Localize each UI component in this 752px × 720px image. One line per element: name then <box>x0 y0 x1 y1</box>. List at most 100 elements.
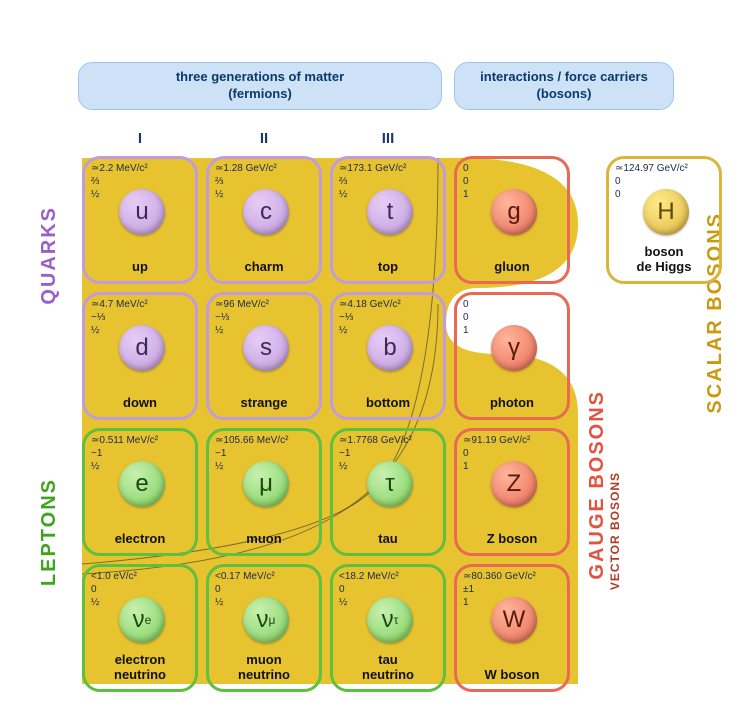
particle-name: Z boson <box>457 532 567 547</box>
header-fermions: three generations of matter (fermions) <box>78 62 442 110</box>
particle-mass: ≃1.28 GeV/c² <box>215 163 313 174</box>
particle-charge: ⅔ <box>339 176 437 187</box>
particle-charge: ⅔ <box>91 176 189 187</box>
particle-symbol: u <box>119 189 165 235</box>
particle-symbol: γ <box>491 325 537 371</box>
header-bosons-l2: (bosons) <box>537 86 592 101</box>
particle-vmu: <0.17 MeV/c²0½νμmuonneutrino <box>206 564 322 692</box>
particle-symbol: H <box>643 189 689 235</box>
particle-charge: 0 <box>215 584 313 595</box>
particle-mass: ≃96 MeV/c² <box>215 299 313 310</box>
particle-row: ≃2.2 MeV/c²⅔½uup≃1.28 GeV/c²⅔½ccharm≃173… <box>78 152 726 288</box>
particle-Z: ≃91.19 GeV/c²01ZZ boson <box>454 428 570 556</box>
particle-name: photon <box>457 396 567 411</box>
particle-name: bosonde Higgs <box>609 245 719 275</box>
particle-symbol: c <box>243 189 289 235</box>
particle-charge: −⅓ <box>91 312 189 323</box>
particle-name: tauneutrino <box>333 653 443 683</box>
particle-name: muonneutrino <box>209 653 319 683</box>
label-quarks: QUARKS <box>38 206 61 305</box>
particle-symbol: t <box>367 189 413 235</box>
particle-s: ≃96 MeV/c²−⅓½sstrange <box>206 292 322 420</box>
particle-row: <1.0 eV/c²0½νeelectronneutrino<0.17 MeV/… <box>78 560 726 696</box>
particle-mass: 0 <box>463 299 561 310</box>
gen-1: I <box>78 130 202 147</box>
particle-charge: ⅔ <box>215 176 313 187</box>
header-bosons-l1: interactions / force carriers <box>480 69 648 84</box>
particle-mass: ≃0.511 MeV/c² <box>91 435 189 446</box>
header-fermions-l1: three generations of matter <box>176 69 344 84</box>
header-row: three generations of matter (fermions) i… <box>78 62 674 110</box>
particle-charge: 0 <box>615 176 713 187</box>
generation-row: I II III <box>78 130 450 147</box>
particle-name: electronneutrino <box>85 653 195 683</box>
particle-symbol: g <box>491 189 537 235</box>
gen-3: III <box>326 130 450 147</box>
particle-symbol: d <box>119 325 165 371</box>
particle-name: muon <box>209 532 319 547</box>
particle-charge: −1 <box>91 448 189 459</box>
particle-W: ≃80.360 GeV/c²±11WW boson <box>454 564 570 692</box>
particle-symbol: μ <box>243 461 289 507</box>
gen-2: II <box>202 130 326 147</box>
particle-mass: <1.0 eV/c² <box>91 571 189 582</box>
particle-symbol: s <box>243 325 289 371</box>
particle-b: ≃4.18 GeV/c²−⅓½bbottom <box>330 292 446 420</box>
particle-row: ≃0.511 MeV/c²−1½eelectron≃105.66 MeV/c²−… <box>78 424 726 560</box>
particle-name: gluon <box>457 260 567 275</box>
particle-g: 001ggluon <box>454 156 570 284</box>
particle-mass: <18.2 MeV/c² <box>339 571 437 582</box>
particle-grid: ≃2.2 MeV/c²⅔½uup≃1.28 GeV/c²⅔½ccharm≃173… <box>78 152 726 696</box>
particle-tau: ≃1.7768 GeV/c²−1½τtau <box>330 428 446 556</box>
header-bosons: interactions / force carriers (bosons) <box>454 62 674 110</box>
particle-name: bottom <box>333 396 443 411</box>
particle-d: ≃4.7 MeV/c²−⅓½ddown <box>82 292 198 420</box>
particle-mass: ≃1.7768 GeV/c² <box>339 435 437 446</box>
particle-mass: ≃173.1 GeV/c² <box>339 163 437 174</box>
particle-t: ≃173.1 GeV/c²⅔½ttop <box>330 156 446 284</box>
particle-symbol: ντ <box>367 597 413 643</box>
particle-mass: ≃124.97 GeV/c² <box>615 163 713 174</box>
particle-symbol: b <box>367 325 413 371</box>
particle-mass: <0.17 MeV/c² <box>215 571 313 582</box>
particle-gamma: 001γphoton <box>454 292 570 420</box>
particle-charge: ±1 <box>463 584 561 595</box>
particle-charge: −⅓ <box>339 312 437 323</box>
header-fermions-l2: (fermions) <box>228 86 292 101</box>
particle-mass: ≃4.7 MeV/c² <box>91 299 189 310</box>
particle-mass: ≃105.66 MeV/c² <box>215 435 313 446</box>
particle-H: ≃124.97 GeV/c²00Hbosonde Higgs <box>606 156 722 284</box>
particle-charge: −⅓ <box>215 312 313 323</box>
particle-u: ≃2.2 MeV/c²⅔½uup <box>82 156 198 284</box>
particle-charge: 0 <box>463 176 561 187</box>
particle-row: ≃4.7 MeV/c²−⅓½ddown≃96 MeV/c²−⅓½sstrange… <box>78 288 726 424</box>
particle-mu: ≃105.66 MeV/c²−1½μmuon <box>206 428 322 556</box>
particle-symbol: Z <box>491 461 537 507</box>
particle-charge: −1 <box>215 448 313 459</box>
particle-symbol: νμ <box>243 597 289 643</box>
particle-vtau: <18.2 MeV/c²0½ντtauneutrino <box>330 564 446 692</box>
particle-c: ≃1.28 GeV/c²⅔½ccharm <box>206 156 322 284</box>
label-leptons: LEPTONS <box>38 478 61 586</box>
particle-symbol: W <box>491 597 537 643</box>
particle-name: top <box>333 260 443 275</box>
particle-mass: 0 <box>463 163 561 174</box>
particle-name: electron <box>85 532 195 547</box>
particle-charge: 0 <box>463 448 561 459</box>
particle-name: W boson <box>457 668 567 683</box>
particle-charge: 0 <box>463 312 561 323</box>
particle-symbol: τ <box>367 461 413 507</box>
particle-mass: ≃91.19 GeV/c² <box>463 435 561 446</box>
particle-mass: ≃4.18 GeV/c² <box>339 299 437 310</box>
particle-name: strange <box>209 396 319 411</box>
particle-mass: ≃80.360 GeV/c² <box>463 571 561 582</box>
particle-name: up <box>85 260 195 275</box>
particle-e: ≃0.511 MeV/c²−1½eelectron <box>82 428 198 556</box>
particle-charge: 0 <box>91 584 189 595</box>
particle-mass: ≃2.2 MeV/c² <box>91 163 189 174</box>
particle-name: down <box>85 396 195 411</box>
particle-charge: 0 <box>339 584 437 595</box>
particle-symbol: νe <box>119 597 165 643</box>
particle-charge: −1 <box>339 448 437 459</box>
particle-name: charm <box>209 260 319 275</box>
